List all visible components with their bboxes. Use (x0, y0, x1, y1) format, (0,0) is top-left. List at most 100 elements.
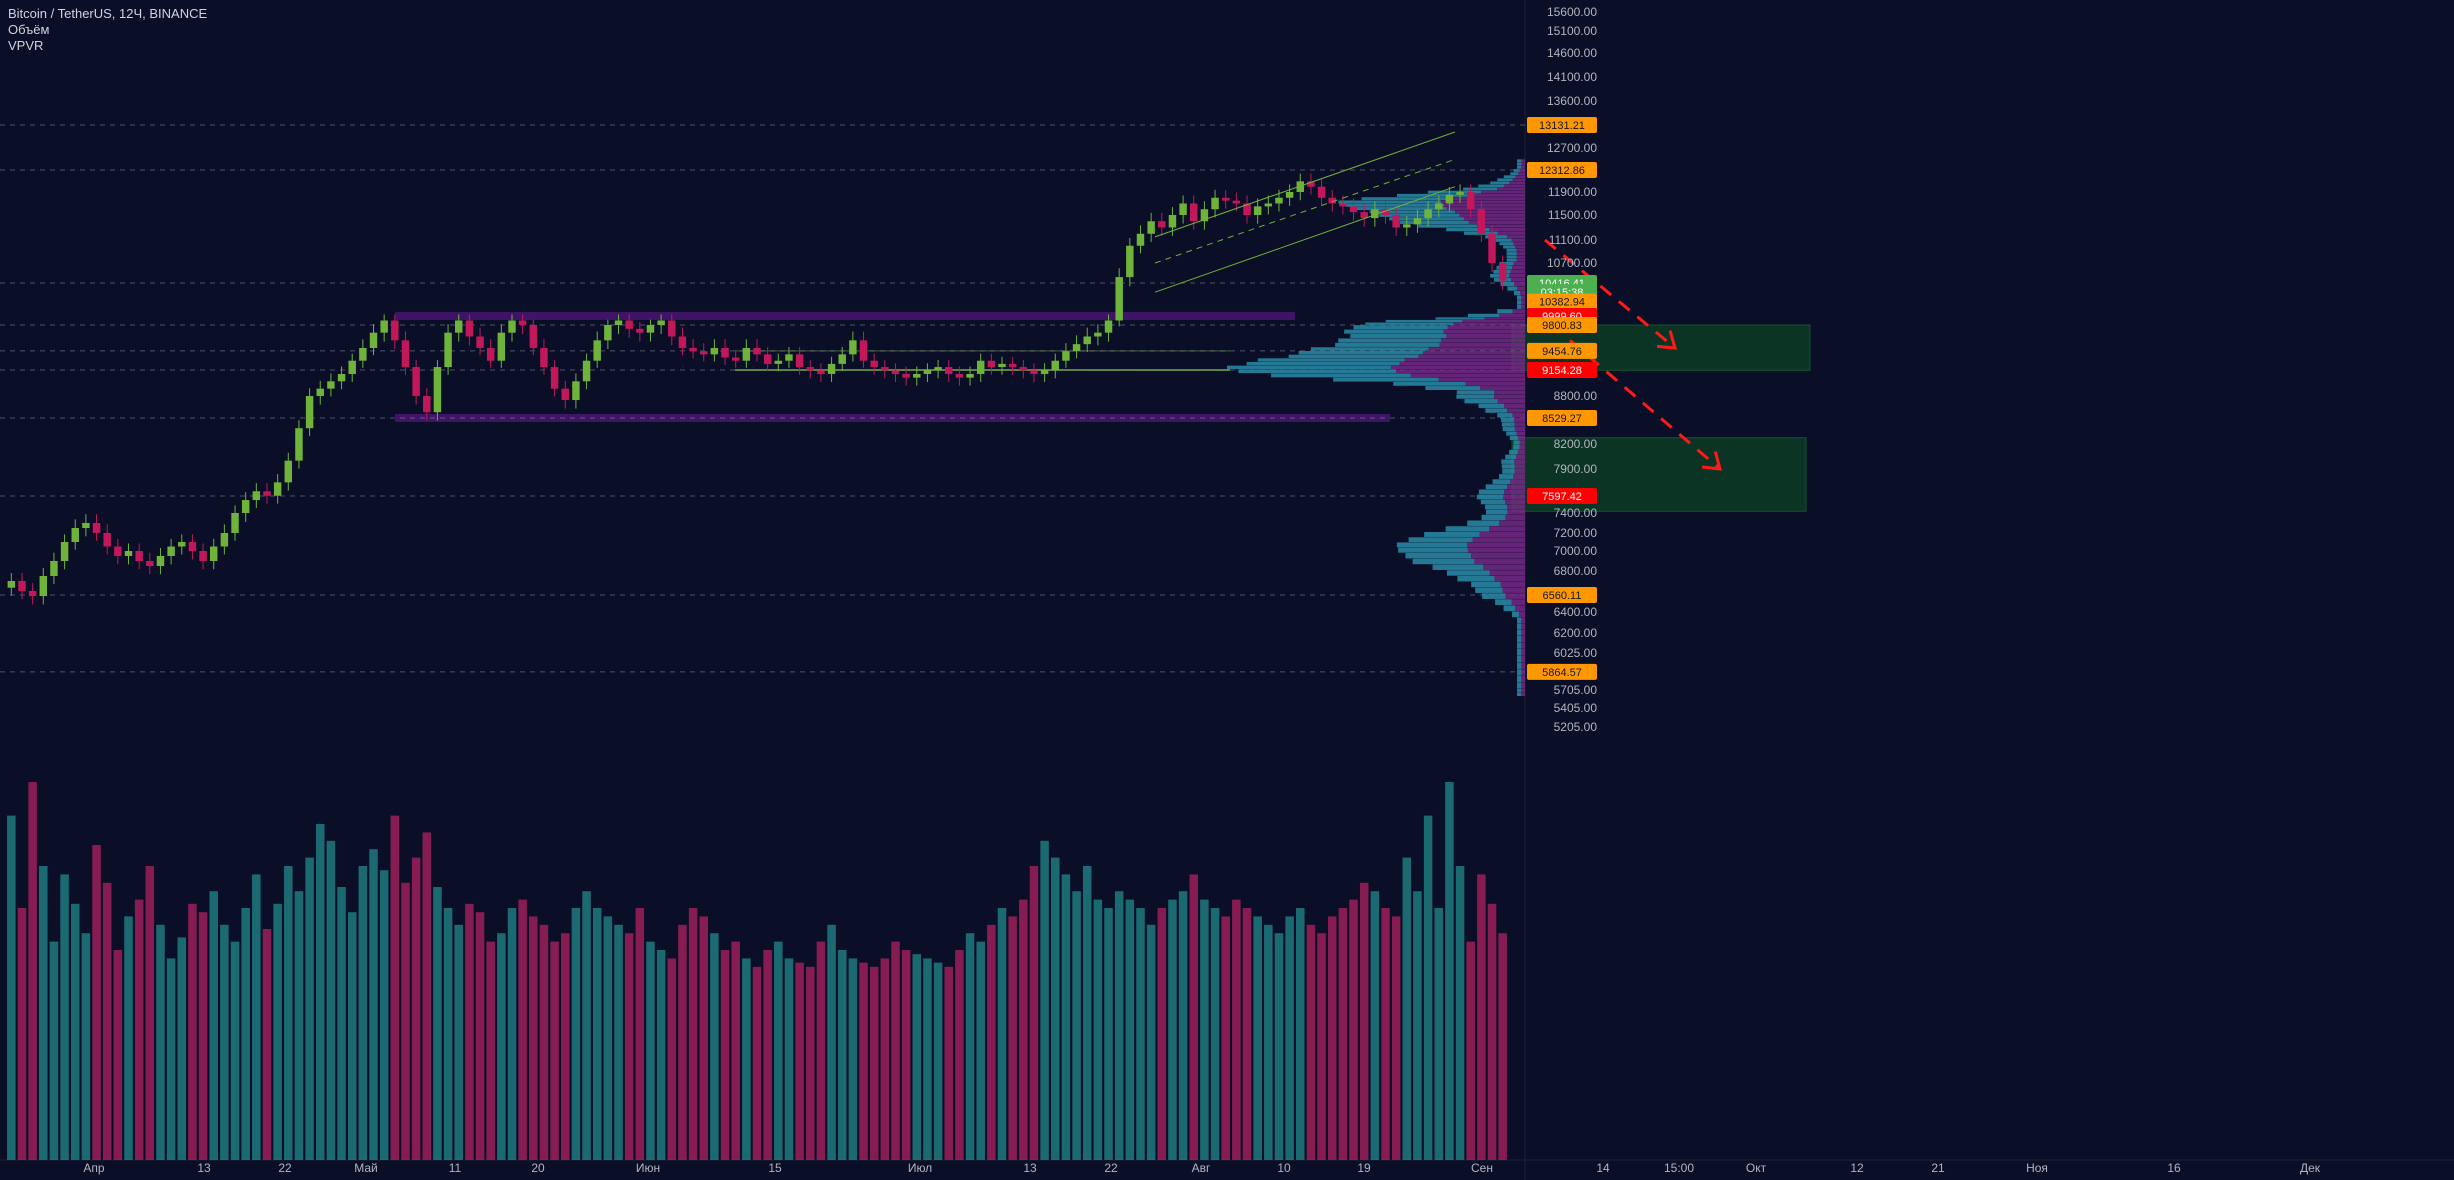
volume-bar (1061, 874, 1071, 1160)
price-tag-label: 10382.94 (1539, 297, 1585, 309)
vp-bar-up (1500, 282, 1515, 287)
vp-bar-down (1504, 489, 1525, 495)
volume-bar (603, 916, 613, 1160)
candle-body (497, 332, 506, 361)
vp-bar-down (1451, 197, 1525, 201)
candle-body (529, 325, 538, 348)
candle-body (156, 556, 165, 566)
candle-body (1371, 209, 1379, 219)
candle-body (1147, 221, 1155, 234)
vp-bar-down (1514, 426, 1525, 432)
vp-bar-up (1424, 532, 1480, 537)
volume-bar (507, 908, 517, 1160)
volume-bar (1253, 916, 1262, 1160)
time-tick-label: 11 (449, 1161, 462, 1175)
volume-bar (635, 908, 645, 1160)
vp-bar-down (1516, 255, 1525, 259)
volume-bar (688, 908, 698, 1160)
volume-bar (731, 941, 740, 1160)
volume-indicator-label[interactable]: Объём (8, 22, 50, 37)
candle-body (167, 546, 175, 556)
candle-body (252, 491, 261, 501)
vp-bar-down (1453, 322, 1525, 325)
vpvr-indicator-label[interactable]: VPVR (8, 38, 44, 53)
vp-bar-down (1521, 682, 1525, 689)
volume-bar (997, 908, 1007, 1160)
volume-bar (220, 924, 229, 1160)
volume-bar (901, 950, 911, 1160)
candle-body (412, 367, 420, 396)
volume-bar (1381, 908, 1390, 1160)
vp-bar-down (1521, 623, 1525, 630)
vp-bar-up (1475, 587, 1503, 593)
volume-bar (156, 924, 165, 1160)
price-tick-label: 13600.00 (1547, 94, 1597, 108)
volume-bar (475, 912, 485, 1160)
chart-legend: Bitcoin / TetherUS, 12Ч, BINANCE Объём V… (8, 6, 207, 54)
candle-body (859, 340, 868, 361)
candle-body (721, 348, 729, 358)
vp-bar-up (1517, 675, 1522, 683)
vp-bar-down (1521, 635, 1525, 643)
vp-bar-up (1457, 576, 1495, 582)
volume-bar (1455, 866, 1465, 1160)
volume-bar (262, 929, 272, 1160)
volume-bar (305, 857, 314, 1160)
vp-bar-down (1507, 408, 1525, 413)
volume-bar (39, 866, 48, 1160)
candle-body (359, 348, 367, 361)
vp-bar-up (1238, 369, 1397, 374)
candle-body (817, 370, 825, 374)
candle-body (50, 561, 58, 576)
vp-bar-up (1513, 445, 1520, 450)
candle-body (1126, 245, 1134, 278)
candle-body (92, 523, 101, 533)
vp-bar-down (1438, 377, 1525, 382)
vp-bar-up (1298, 351, 1424, 355)
candle-body (380, 320, 388, 333)
volume-bar (1019, 899, 1028, 1160)
price-tag-box (1527, 342, 1597, 359)
vp-bar-down (1500, 581, 1525, 588)
candle-body (284, 460, 293, 483)
price-tick-label: 5205.00 (1554, 720, 1598, 734)
price-tick-label: 8200.00 (1554, 437, 1598, 451)
vp-bar-up (1456, 394, 1495, 399)
vp-bar-up (1501, 459, 1515, 464)
vp-bar-down (1521, 655, 1525, 663)
price-tick-label: 12700.00 (1547, 141, 1597, 155)
vp-bar-up (1396, 542, 1468, 548)
candle-body (220, 533, 229, 547)
candle-body (1190, 203, 1198, 222)
candle-body (188, 542, 197, 551)
candle-body (369, 332, 378, 348)
vp-bar-down (1507, 484, 1525, 490)
vp-bar-down (1514, 469, 1525, 474)
vp-bar-down (1521, 162, 1525, 166)
candle-body (1232, 200, 1241, 204)
vp-bar-down (1497, 399, 1525, 404)
candle-body (689, 348, 697, 352)
vp-bar-up (1517, 669, 1522, 676)
vp-bar-down (1504, 403, 1525, 409)
time-tick-label: 10 (1277, 1161, 1291, 1175)
volume-bar (795, 962, 804, 1160)
volume-bar (571, 908, 581, 1160)
price-tick-label: 5705.00 (1554, 683, 1598, 697)
vp-bar-up (1517, 623, 1522, 630)
candle-body (700, 351, 708, 355)
volume-bar (401, 882, 410, 1160)
candle-body (1477, 209, 1486, 234)
volume-bar (550, 941, 559, 1160)
candlesticks[interactable] (7, 173, 1507, 605)
volume-bar (411, 857, 421, 1160)
vp-bar-up (1511, 611, 1520, 618)
volume-bar (656, 950, 666, 1160)
vp-bar-up (1517, 159, 1522, 163)
time-axis[interactable]: Апр 13 22 Май 11 20 Июн 15 Июл 13 22 Авг 10 19 Сен 14 15… (83, 1161, 2320, 1175)
symbol-title[interactable]: Bitcoin / TetherUS, 12Ч, BINANCE (8, 6, 208, 21)
volume-bar (646, 941, 655, 1160)
vp-bar-up (1480, 499, 1506, 505)
vp-bar-down (1516, 431, 1525, 436)
